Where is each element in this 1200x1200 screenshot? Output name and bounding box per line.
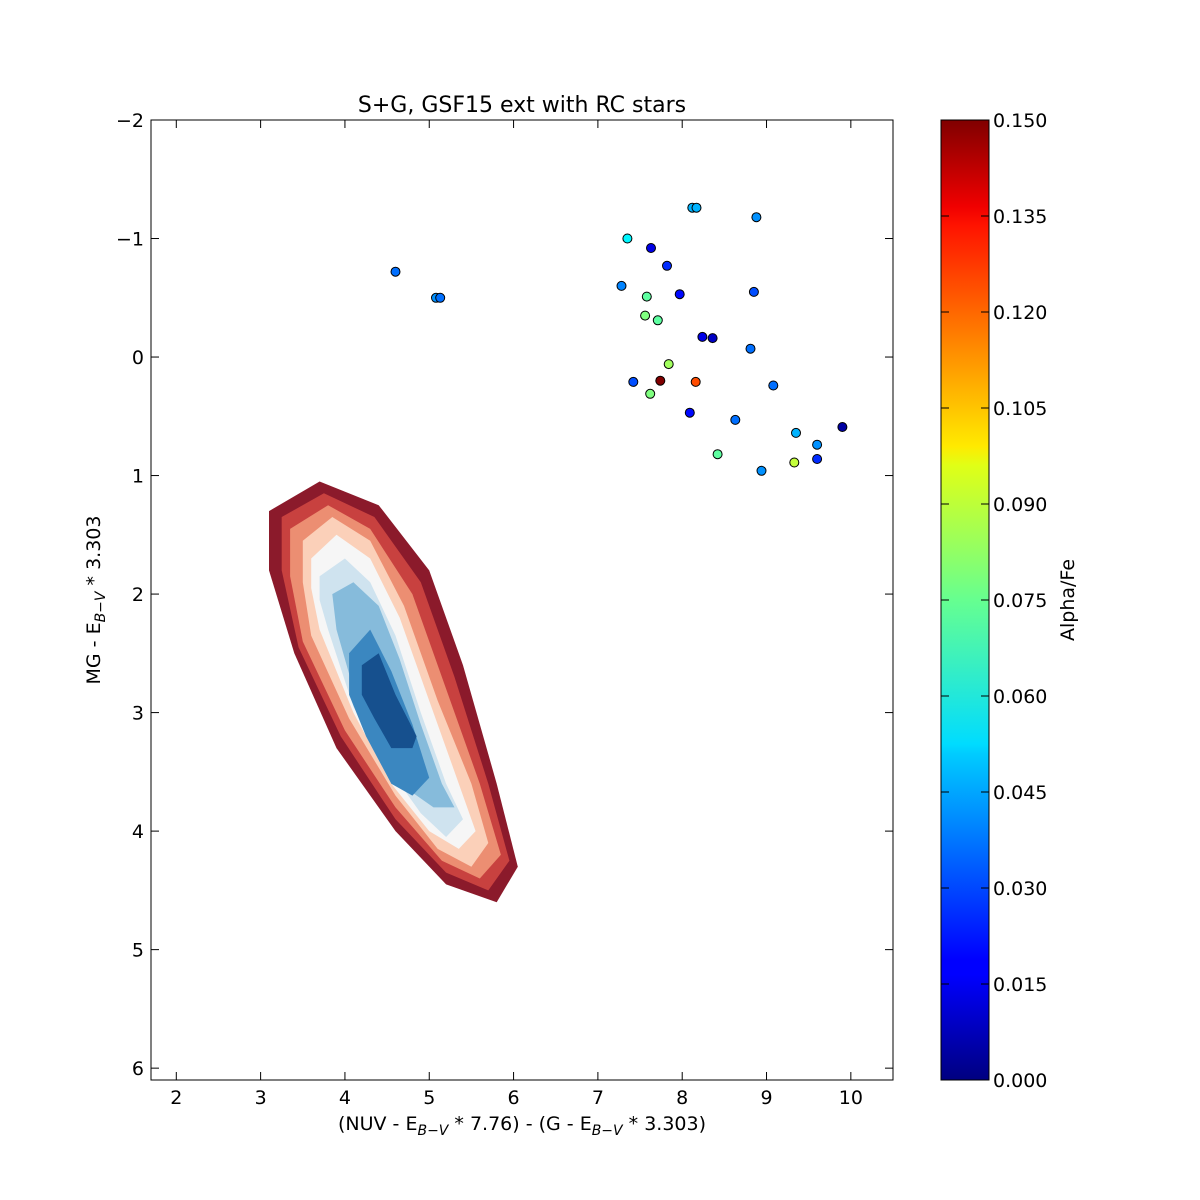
rc-star-points (390, 202, 848, 476)
rc-star-point (748, 286, 759, 297)
rc-star-point (768, 380, 779, 391)
rc-star-point (390, 266, 401, 277)
y-axis-label: MG - EB−V * 3.303 (83, 516, 109, 685)
colorbar: 0.000 0.015 0.030 0.045 0.060 0.075 0.090 0.105… (940, 110, 1079, 1092)
rc-star-point (684, 407, 695, 418)
x-axis-label: (NUV - EB−V * 7.76) - (G - EB−V * 3.303) (338, 1113, 706, 1139)
x-axis-ticks: 2 3 4 5 6 7 8 9 10 (170, 120, 863, 1109)
contour-level-9 (361, 653, 417, 749)
colorbar-tick-label: 0.060 (993, 686, 1047, 708)
x-tick-label: 4 (339, 1087, 351, 1109)
y-tick-label: 3 (132, 703, 144, 725)
plot-area (269, 202, 848, 903)
rc-star-point (616, 280, 627, 291)
y-tick-label: 4 (132, 821, 144, 843)
rc-star-point (751, 212, 762, 223)
rc-star-point (691, 202, 702, 213)
rc-star-point (435, 292, 446, 303)
chart-title: S+G, GSF15 ext with RC stars (358, 93, 686, 118)
y-tick-label: 6 (132, 1058, 144, 1080)
rc-star-point (628, 376, 639, 387)
rc-star-point (707, 333, 718, 344)
rc-star-point (662, 260, 672, 271)
rc-star-point (756, 465, 767, 476)
rc-star-point (652, 315, 663, 326)
x-tick-label: 5 (423, 1087, 435, 1109)
y-tick-label: −1 (116, 229, 144, 251)
x-tick-label: 9 (760, 1087, 772, 1109)
rc-star-point (663, 359, 674, 370)
rc-star-point (730, 414, 741, 425)
colorbar-tick-label: 0.090 (993, 494, 1047, 516)
x-tick-label: 2 (170, 1087, 182, 1109)
colorbar-tick-label: 0.030 (993, 878, 1047, 900)
rc-star-point (712, 449, 723, 460)
plot-frame (150, 119, 894, 1081)
rc-star-point (640, 310, 651, 321)
colorbar-tick-label: 0.135 (993, 206, 1047, 228)
rc-star-point (645, 388, 656, 399)
colorbar-tick-label: 0.075 (993, 590, 1047, 612)
rc-star-point (655, 375, 666, 386)
rc-star-point (646, 243, 656, 253)
rc-star-point (812, 439, 823, 450)
colorbar-tick-label: 0.000 (993, 1070, 1047, 1092)
y-tick-label: 1 (132, 466, 144, 488)
rc-star-point (697, 331, 708, 342)
rc-star-point (745, 343, 756, 354)
colorbar-ticks: 0.000 0.015 0.030 0.045 0.060 0.075 0.090 0.105… (941, 110, 1047, 1092)
rc-star-point (791, 427, 801, 438)
colorbar-tick-label: 0.120 (993, 302, 1047, 324)
rc-star-point (641, 291, 652, 302)
colorbar-tick-label: 0.105 (993, 398, 1047, 420)
y-tick-label: 5 (132, 940, 144, 962)
x-tick-label: 3 (255, 1087, 267, 1109)
rc-star-point (837, 422, 848, 432)
y-tick-label: 2 (132, 584, 144, 606)
x-tick-label: 7 (592, 1087, 604, 1109)
rc-star-point (674, 289, 685, 300)
x-tick-label: 8 (676, 1087, 688, 1109)
colorbar-tick-label: 0.150 (993, 110, 1047, 132)
rc-star-point (690, 376, 701, 387)
y-tick-label: 0 (132, 347, 144, 369)
y-tick-label: −2 (116, 110, 144, 132)
x-tick-label: 10 (839, 1087, 863, 1109)
rc-star-point (789, 457, 800, 468)
rc-star-point (812, 454, 823, 464)
colorbar-tick-label: 0.015 (993, 974, 1047, 996)
rc-star-point (622, 233, 633, 244)
colorbar-label: Alpha/Fe (1057, 559, 1079, 641)
colorbar-tick-label: 0.045 (993, 782, 1047, 804)
x-tick-label: 6 (508, 1087, 520, 1109)
density-contours (269, 481, 518, 903)
y-axis-ticks: −2 −1 0 1 2 3 4 5 6 (116, 110, 893, 1080)
